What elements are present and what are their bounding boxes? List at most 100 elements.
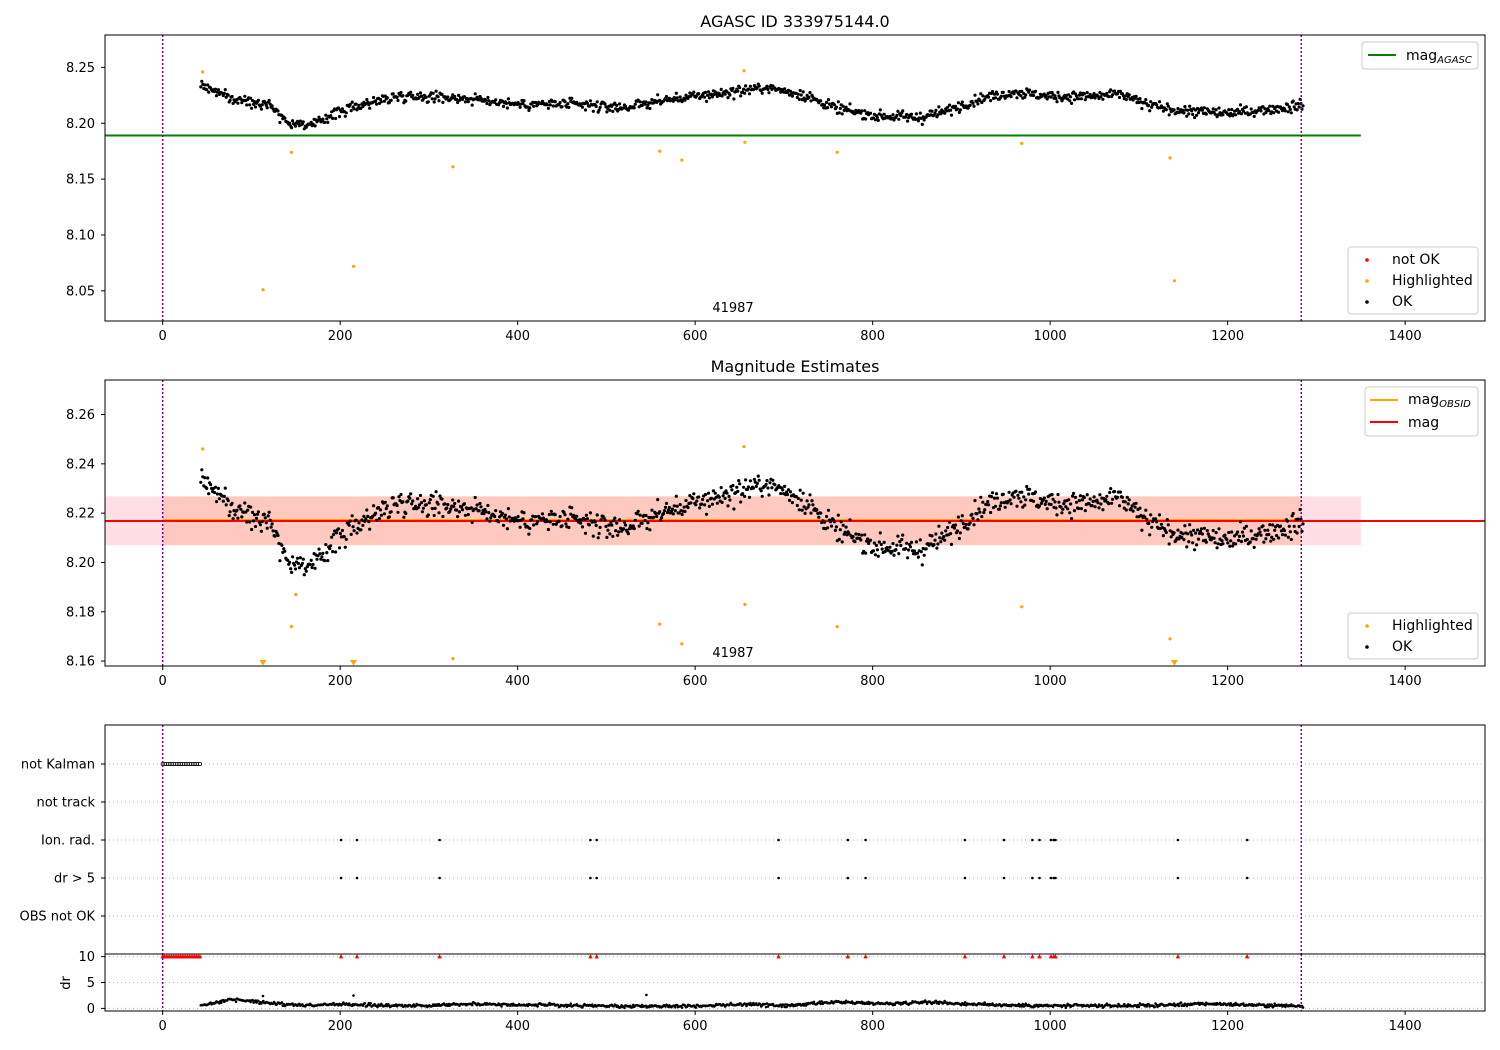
ok-point bbox=[605, 110, 609, 114]
ok-point bbox=[1180, 536, 1184, 540]
ok-point bbox=[1127, 498, 1131, 502]
ok-point bbox=[469, 506, 473, 510]
ok-point bbox=[1182, 538, 1186, 542]
ok-point bbox=[1296, 517, 1300, 521]
ok-point bbox=[802, 505, 806, 509]
ok-point bbox=[1267, 532, 1271, 537]
ok-point bbox=[1188, 523, 1192, 527]
y-tick-label: 8.10 bbox=[66, 228, 95, 243]
ok-point bbox=[374, 511, 378, 515]
ok-point bbox=[389, 510, 393, 514]
ok-point bbox=[1001, 90, 1005, 94]
ok-point bbox=[610, 104, 614, 108]
panel-4-axes: 0 200 400 600 800 1000 1200 1400 0 5 10 bbox=[78, 950, 1486, 1034]
ok-point bbox=[1282, 528, 1286, 533]
dr-point bbox=[1100, 1003, 1104, 1007]
ok-point bbox=[689, 501, 693, 505]
ok-point bbox=[475, 503, 479, 507]
ok-point bbox=[411, 93, 415, 97]
ok-point bbox=[688, 494, 692, 498]
ok-point bbox=[432, 100, 436, 104]
ok-point bbox=[1290, 514, 1294, 518]
clipped-highlighted-marker bbox=[1170, 660, 1178, 666]
ok-point bbox=[1225, 537, 1229, 542]
ok-point bbox=[743, 91, 747, 95]
ok-point bbox=[1269, 539, 1273, 543]
ok-point bbox=[1008, 498, 1012, 502]
ok-point bbox=[1169, 535, 1173, 539]
ok-point bbox=[331, 116, 335, 120]
ok-point bbox=[336, 106, 341, 110]
ok-point bbox=[253, 524, 258, 529]
ok-point bbox=[254, 516, 259, 521]
ok-point bbox=[801, 90, 805, 94]
flag-marker bbox=[1049, 838, 1053, 842]
ok-point bbox=[545, 103, 550, 107]
ok-point bbox=[551, 104, 555, 108]
ok-point bbox=[787, 498, 792, 502]
dr-clipped-marker bbox=[845, 954, 851, 959]
ok-point bbox=[1261, 524, 1265, 528]
ok-point bbox=[1113, 489, 1117, 494]
flag-marker bbox=[864, 876, 867, 880]
ok-point bbox=[1188, 104, 1192, 108]
ok-point bbox=[840, 540, 844, 544]
ok-point bbox=[487, 99, 491, 103]
ok-point bbox=[1033, 89, 1038, 93]
ok-point bbox=[236, 101, 240, 105]
ok-point bbox=[1287, 524, 1291, 528]
ok-point bbox=[1016, 493, 1020, 497]
dr-point bbox=[1172, 1002, 1176, 1005]
dr-point bbox=[257, 999, 260, 1003]
ok-point bbox=[501, 523, 506, 527]
ok-point bbox=[809, 99, 813, 103]
ok-point bbox=[227, 514, 231, 518]
ok-point bbox=[912, 549, 917, 553]
ok-point bbox=[1214, 108, 1218, 112]
ok-point bbox=[643, 518, 647, 523]
ok-point bbox=[848, 518, 852, 522]
ok-point bbox=[286, 558, 290, 562]
dr-clipped-marker bbox=[354, 954, 360, 959]
ok-point bbox=[1044, 94, 1048, 98]
ok-point bbox=[446, 503, 450, 507]
ok-point bbox=[608, 532, 612, 536]
ok-point bbox=[674, 91, 678, 95]
ok-point bbox=[983, 97, 987, 101]
x-tick-label: 200 bbox=[328, 1019, 353, 1034]
ok-point bbox=[995, 496, 1000, 500]
ok-point bbox=[1072, 98, 1077, 102]
ok-point bbox=[873, 118, 878, 122]
ok-point bbox=[1194, 531, 1198, 535]
ok-point bbox=[1166, 523, 1170, 527]
ok-point bbox=[1134, 94, 1138, 98]
ok-point bbox=[1060, 511, 1064, 515]
panel-2-legend-bottom: Highlighted OK bbox=[1347, 612, 1479, 660]
ok-point bbox=[375, 102, 379, 106]
ok-point bbox=[352, 529, 356, 533]
ok-point bbox=[735, 485, 739, 489]
x-tick-label: 1200 bbox=[1211, 674, 1244, 689]
ok-point bbox=[1181, 108, 1185, 112]
ok-point bbox=[703, 95, 707, 99]
panel-4-plot-area bbox=[160, 954, 1305, 1011]
dr-point bbox=[1229, 1002, 1232, 1005]
ok-point bbox=[382, 512, 386, 516]
ok-point bbox=[338, 531, 342, 536]
ok-point bbox=[877, 540, 881, 544]
ok-point bbox=[979, 495, 983, 499]
ok-point bbox=[597, 531, 601, 536]
ok-point bbox=[408, 496, 412, 500]
ok-point bbox=[976, 518, 980, 522]
ok-point bbox=[611, 109, 615, 113]
ok-point bbox=[474, 507, 478, 511]
ok-point bbox=[553, 100, 557, 104]
ok-point bbox=[1015, 96, 1019, 100]
ok-point bbox=[567, 105, 571, 109]
ok-point bbox=[1072, 509, 1077, 513]
dr-point bbox=[1147, 1003, 1150, 1006]
ok-point bbox=[401, 500, 405, 504]
ok-point bbox=[1185, 545, 1189, 549]
ok-point bbox=[243, 501, 247, 505]
dr-point bbox=[1228, 1004, 1232, 1007]
